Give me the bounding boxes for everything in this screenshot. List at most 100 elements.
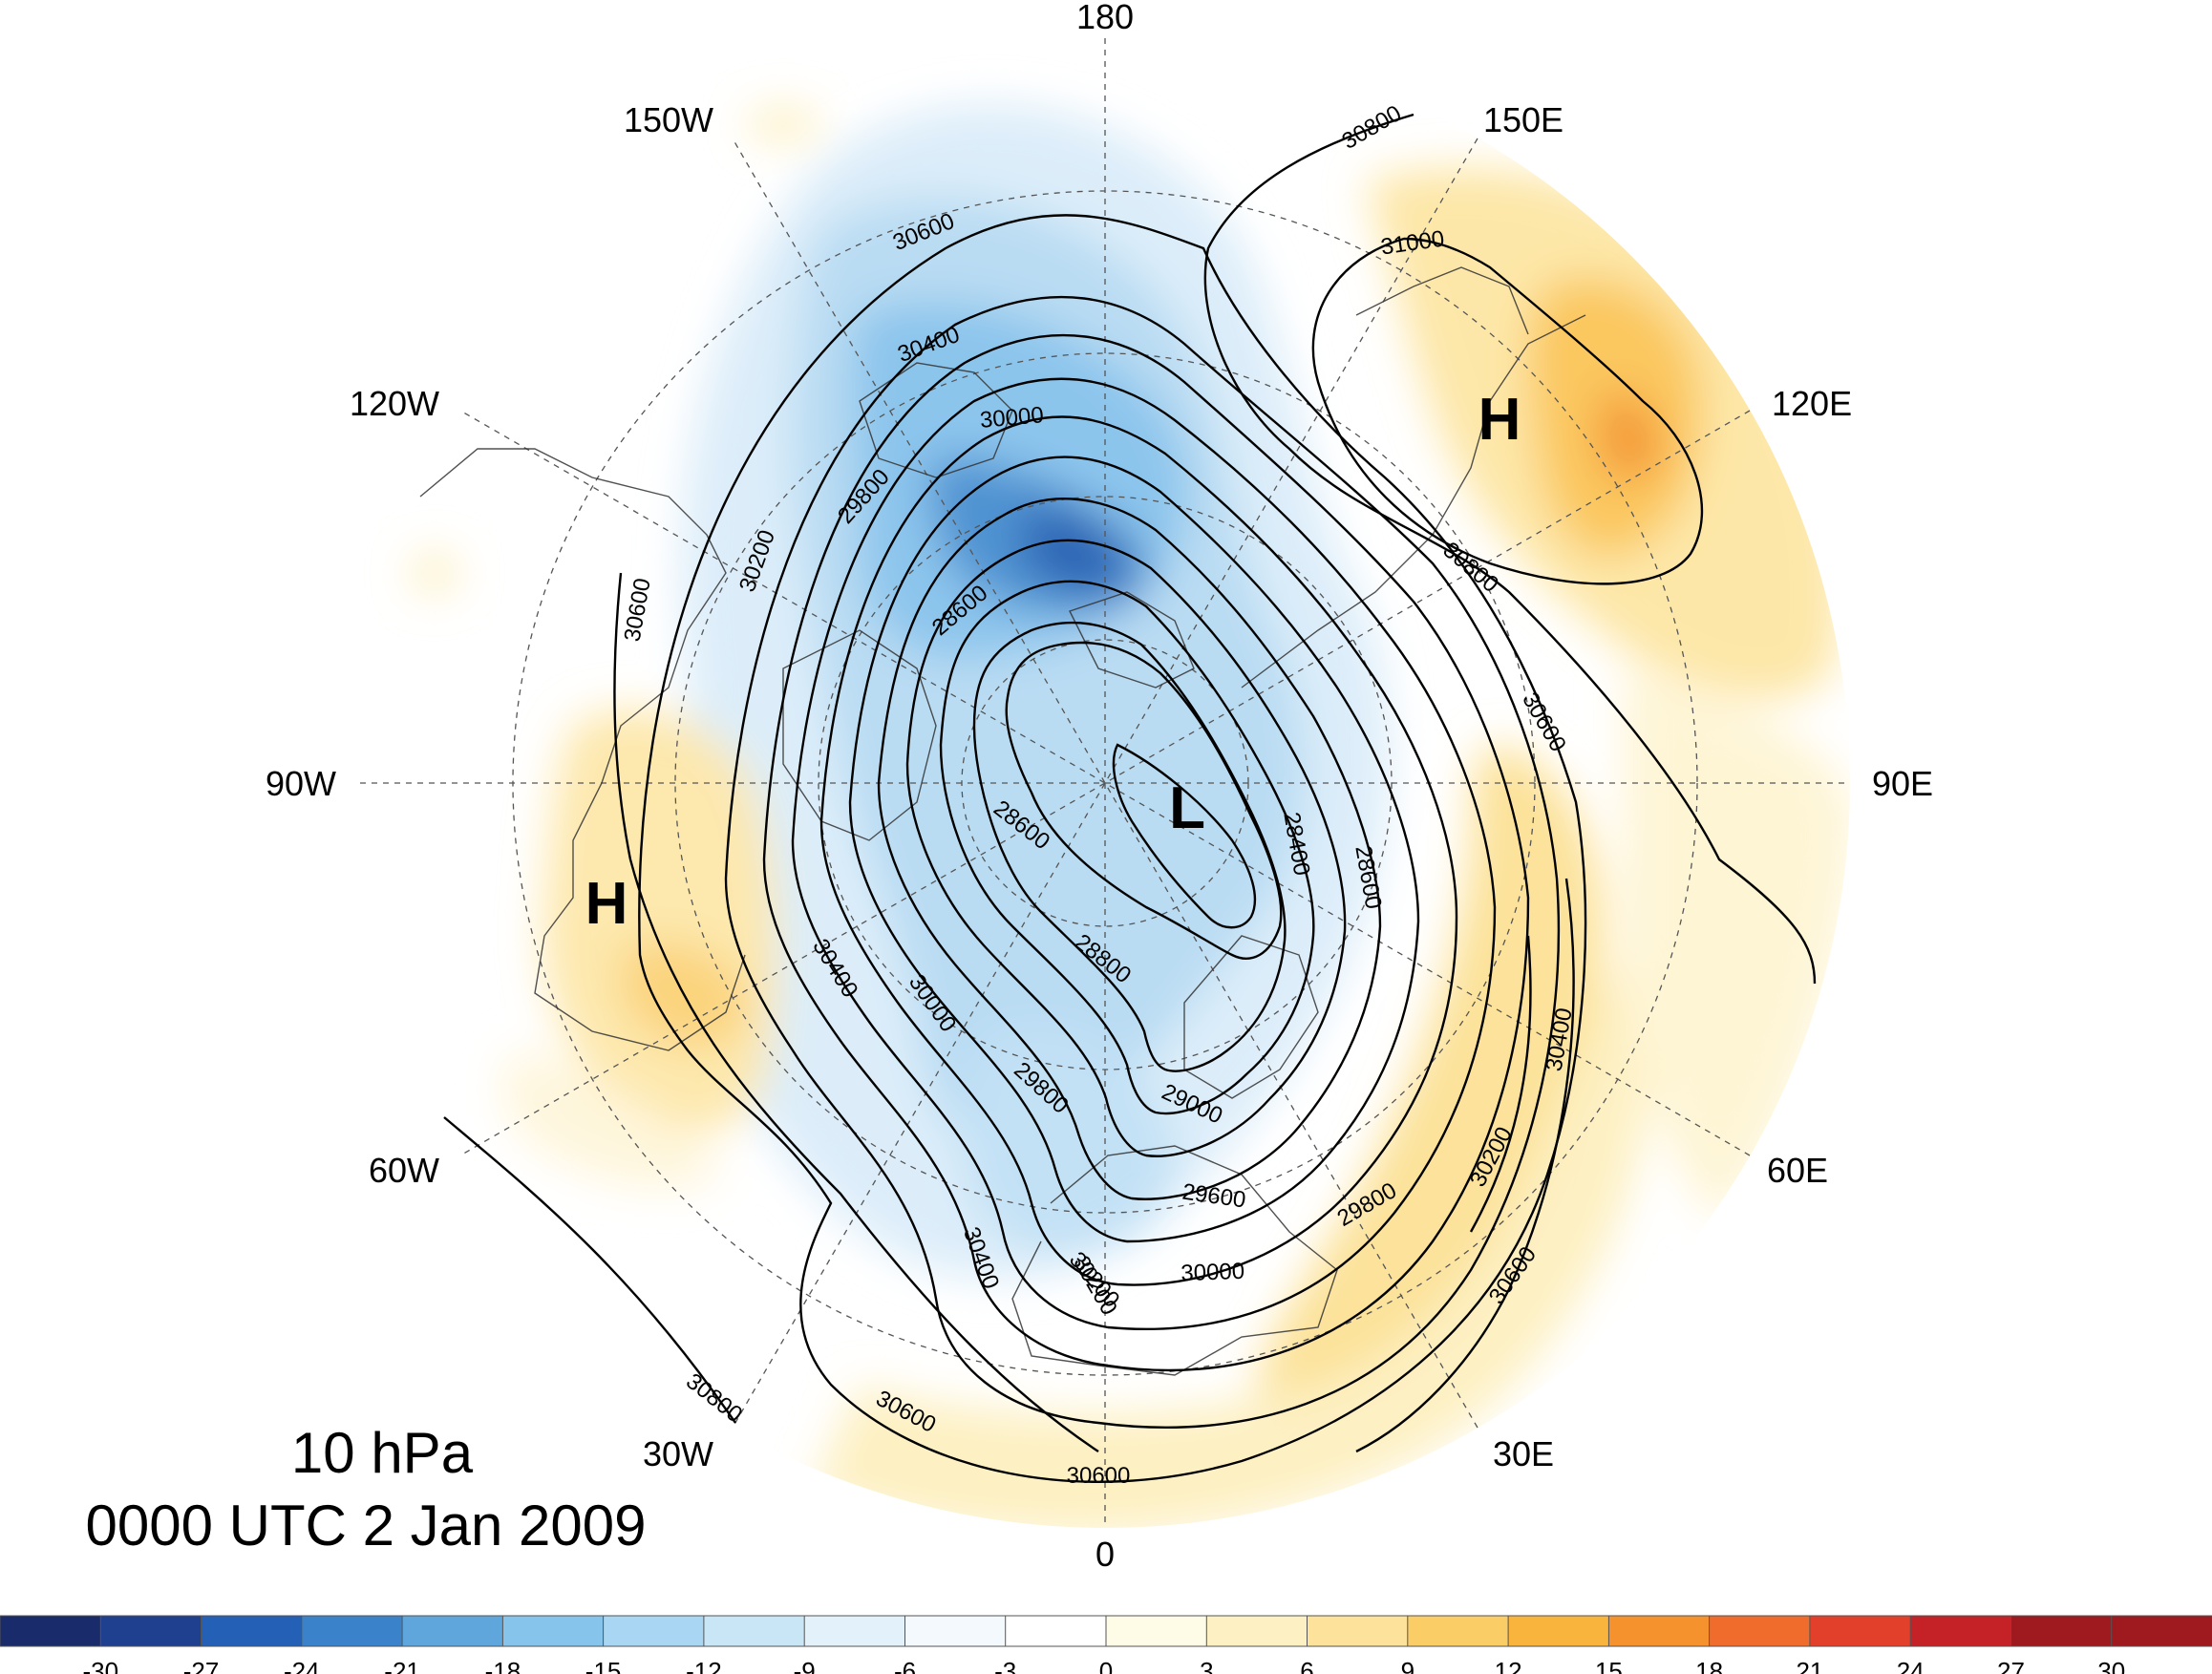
colorbar-swatch [1105,1615,1208,1647]
contour-29800 [819,415,1458,1286]
contour-label: 30800 [681,1368,747,1428]
colorbar-swatch [2010,1615,2113,1647]
level-title: 10 hPa [291,1421,474,1485]
contour-label: 29600 [1180,1179,1247,1214]
colorbar-tick-label: -27 [183,1657,220,1674]
colorbar-swatch [803,1615,906,1647]
colorbar-tick-label: -3 [994,1657,1016,1674]
colorbar-swatch [201,1615,303,1647]
colorbar-swatch [0,1615,102,1647]
anomaly-blue-atlantic-region [962,1028,1175,1257]
lon-label-150w: 150W [624,100,713,139]
colorbar-swatch [1607,1615,1711,1647]
high-pressure-center-america: H [585,871,628,937]
contour-31000 [1311,237,1704,585]
colorbar-tick-label: -12 [686,1657,722,1674]
colorbar-tick-label: 12 [1495,1657,1522,1674]
high-pressure-center-asia: H [1478,387,1521,453]
contour-label: 30600 [1517,689,1571,756]
colorbar-swatch [1407,1615,1510,1647]
anomaly-warm-eurasia-band [1257,745,1605,1428]
colorbar-swatch [603,1615,705,1647]
colorbar-swatch [1709,1615,1811,1647]
contour-28400 [1112,743,1257,929]
colorbar-tick-label: 21 [1796,1657,1823,1674]
anomaly-darkest-blue-core [1021,506,1129,593]
colorbar-tick-label: 3 [1200,1657,1213,1674]
lon-label-30w: 30W [643,1434,713,1473]
lon-label-120w: 120W [350,384,439,423]
colorbar-swatch [401,1615,504,1647]
colorbar-tick-label: -21 [384,1657,420,1674]
contour-label: 30800 [1338,100,1406,155]
anomaly-dark-orange-core [1597,392,1662,481]
colorbar-swatch [99,1615,202,1647]
coastline-asia-east [1355,266,1529,335]
colorbar-swatch [2111,1615,2212,1647]
contour-label: 30000 [1180,1259,1245,1286]
lon-label-180: 180 [1076,0,1134,36]
coastline-arctic-islands [1069,591,1195,689]
contour-29600 [848,456,1420,1243]
colorbar-tick-label: 15 [1595,1657,1623,1674]
contour-30600-east-band [1355,878,1575,1453]
colorbar-tick-label: -24 [284,1657,320,1674]
colorbar-tick-label: -6 [894,1657,916,1674]
contour-label: 30600 [1067,1463,1131,1489]
colorbar-swatch [1507,1615,1610,1647]
lon-label-90e: 90E [1872,764,1933,803]
coastline-europe [1011,1145,1338,1376]
geopotential-contours [443,113,1817,1483]
contour-29200 [905,539,1347,1157]
lon-label-150e: 150E [1483,100,1563,139]
colorbar-swatch [1909,1615,2012,1647]
contour-label: 30800 [1438,537,1503,598]
colorbar-tick-label: 18 [1695,1657,1723,1674]
colorbar-swatch [1205,1615,1308,1647]
colorbar-tick-label: 9 [1401,1657,1414,1674]
anomaly-light-warm-east-region [1624,668,1850,1222]
contour-30400 [724,295,1561,1429]
lon-label-120e: 120E [1772,384,1852,423]
colorbar-swatch [301,1615,404,1647]
contour-28800 [972,621,1287,1072]
contour-28600 [1005,641,1283,960]
contour-30200 [762,333,1530,1372]
colorbar-tick-label: 24 [1897,1657,1925,1674]
datetime-subtitle: 0000 UTC 2 Jan 2009 [85,1494,646,1557]
colorbar-swatch [1005,1615,1107,1647]
colorbar-tick-label: -18 [485,1657,521,1674]
contour-label: 30000 [979,402,1045,434]
colorbar-tick-label: 0 [1099,1657,1113,1674]
coastline-alaska [859,362,1013,478]
coastline-siberia [1241,314,1586,689]
colorbar: -30 -27 -24 -21 -18 -15 -12 -9 -6 -3 0 3 6 9 12 15 18 21 2… [0,1615,2212,1674]
warm-spots-outside-disc [411,107,821,594]
lon-label-90w: 90W [266,764,336,803]
meridian-30e-150w [732,138,1478,1429]
lon-label-60e: 60E [1767,1151,1828,1190]
longitude-labels: 180 150E 120E 90E 60E 30E 0 30W 60W 90W … [266,0,1933,1574]
anomaly-shading [502,104,1850,1528]
colorbar-swatch [501,1615,605,1647]
contour-29000 [939,580,1315,1115]
meridian-60e-120w [459,410,1751,1156]
lon-label-60w: 60W [369,1151,439,1190]
coastline-north-america [419,448,746,1051]
contour-outer-30800-west [443,1116,736,1424]
colorbar-tick-label: -15 [585,1657,622,1674]
lon-label-0: 0 [1095,1535,1115,1574]
contour-30800-east [1203,113,1817,985]
contour-30000 [791,377,1497,1330]
colorbar-swatch [703,1615,806,1647]
contour-30200-east-band [1469,935,1532,1233]
colorbar-tick-label: 27 [1997,1657,2025,1674]
colorbar-tick-label: -9 [794,1657,816,1674]
contour-30600-outer [638,214,1587,1483]
pressure-centers: H H L [585,387,1521,937]
anomaly-warm-america-region [542,709,777,1134]
anomaly-light-warm-west [502,1050,726,1189]
contour-29400 [877,498,1382,1200]
coastline-scandinavia [1183,935,1319,1099]
